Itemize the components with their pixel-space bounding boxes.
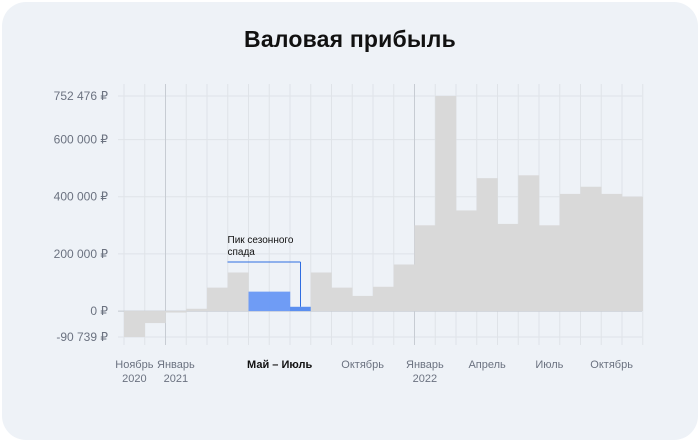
- bar-2021-01: [165, 311, 187, 313]
- bar-2022-02: [435, 96, 457, 312]
- y-tick-label: 600 000 ₽: [54, 133, 109, 147]
- y-tick-label: 0 ₽: [90, 304, 108, 318]
- y-tick-label: -90 739 ₽: [56, 330, 108, 344]
- bar-2020-11: [124, 311, 145, 337]
- annotation-text: Пик сезонного: [228, 235, 294, 246]
- bar-2022-09: [580, 186, 602, 312]
- bar-2021-06: [269, 291, 291, 312]
- x-tick-label: 2022: [413, 373, 437, 385]
- bar-2021-12: [393, 264, 415, 312]
- bar-2022-11: [622, 196, 643, 312]
- axis-layer: 752 476 ₽ 600 000 ₽ 400 000 ₽ 200 000 ₽ 0 ₽ -…: [54, 89, 634, 385]
- bar-2021-08: [310, 272, 332, 312]
- bar-2022-03: [456, 210, 477, 312]
- bar-2022-08: [559, 193, 581, 312]
- x-tick-label: 2021: [164, 373, 188, 385]
- highlight-range-label: Май – Июль: [247, 359, 312, 371]
- y-tick-label: 400 000 ₽: [54, 190, 109, 204]
- chart-title: Валовая прибыль: [244, 26, 456, 52]
- x-tick-label: Январь: [157, 359, 195, 371]
- x-tick-label: 2020: [122, 373, 146, 385]
- y-tick-label: 200 000 ₽: [54, 247, 109, 261]
- bar-2022-04: [476, 178, 498, 312]
- x-tick-label: Июль: [535, 359, 563, 371]
- x-tick-label: Апрель: [468, 359, 506, 371]
- bar-2021-09: [331, 287, 353, 312]
- bar-2021-11: [373, 286, 394, 312]
- annotation-text: спада: [228, 247, 256, 258]
- bar-2022-01: [414, 225, 436, 312]
- bar-2022-05: [497, 223, 519, 312]
- bar-layer: [124, 96, 643, 337]
- bar-2022-07: [539, 225, 560, 312]
- bar-2021-03: [207, 287, 228, 312]
- bar-2020-12: [144, 311, 166, 324]
- x-tick-label: Ноябрь: [115, 359, 153, 371]
- y-tick-label: 752 476 ₽: [54, 89, 109, 103]
- bar-2021-10: [352, 295, 374, 312]
- bar-2021-02: [186, 308, 208, 312]
- x-tick-label: Январь: [406, 359, 444, 371]
- bar-2021-04: [227, 272, 249, 312]
- bar-2022-06: [518, 175, 540, 312]
- x-tick-label: Октябрь: [341, 359, 384, 371]
- bar-2021-07: [290, 306, 311, 312]
- bar-2021-05: [248, 291, 270, 312]
- bar-2022-10: [601, 193, 623, 312]
- x-tick-label: Октябрь: [590, 359, 633, 371]
